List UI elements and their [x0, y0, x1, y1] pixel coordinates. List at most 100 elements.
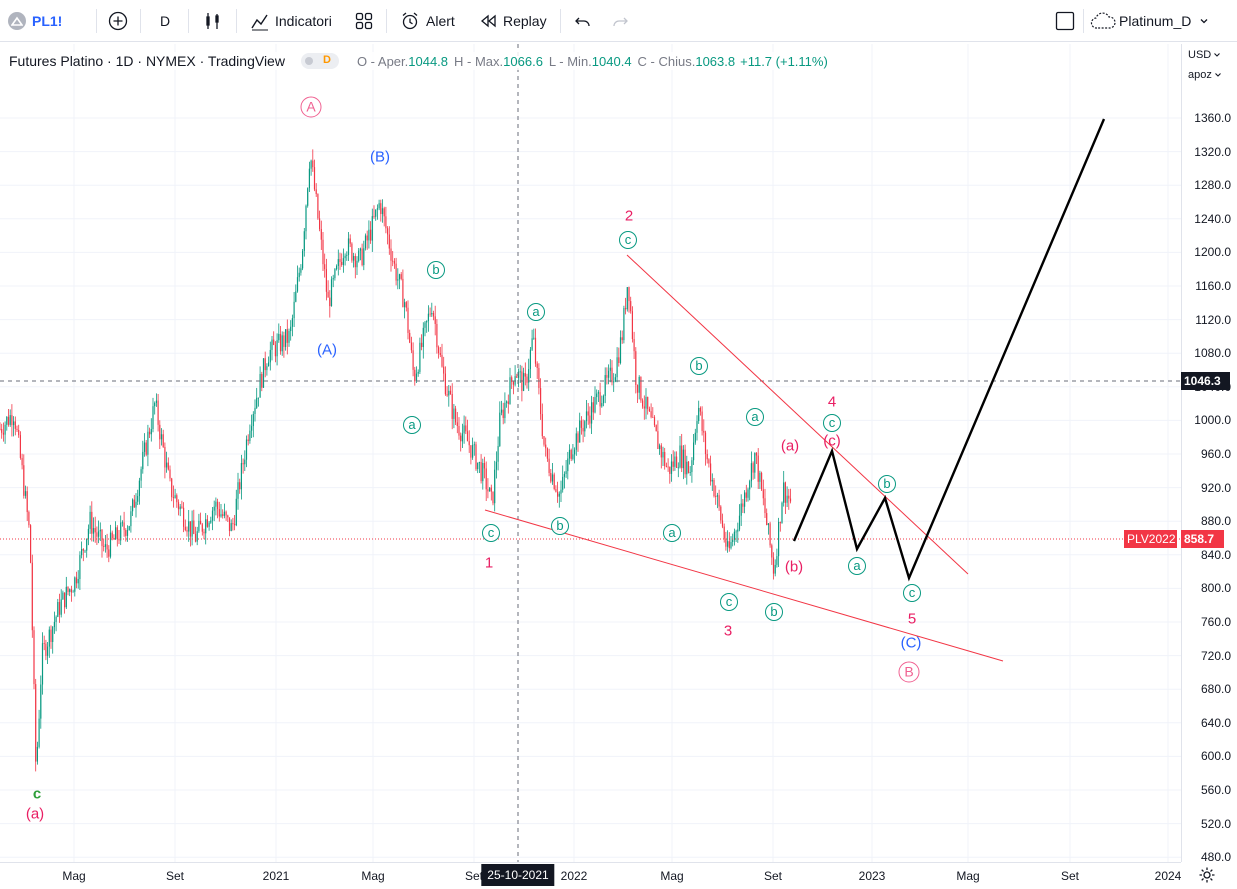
candle-body [81, 549, 83, 556]
candle-body [264, 358, 266, 371]
wave-label[interactable]: 1 [484, 554, 494, 572]
candle-body [103, 546, 105, 547]
candle-body [184, 526, 186, 531]
candle-body [492, 491, 494, 504]
candle-body [332, 278, 334, 280]
data-badge[interactable]: D [300, 53, 339, 69]
wave-label[interactable]: (a) [780, 437, 800, 455]
wave-label[interactable]: b [765, 603, 783, 621]
undo-button[interactable] [574, 0, 592, 42]
lower-trendline[interactable] [484, 509, 1004, 662]
alert-button[interactable]: Alert [400, 0, 455, 42]
candle-body [313, 167, 316, 190]
candle-body [754, 452, 756, 473]
wave-label[interactable]: B [898, 661, 920, 683]
wave-label[interactable]: a [527, 303, 545, 321]
candle-body [608, 370, 610, 378]
wave-label[interactable]: a [746, 408, 764, 426]
candle-body [708, 459, 710, 464]
wave-label[interactable]: b [878, 475, 896, 493]
candle-body [48, 629, 50, 647]
candle-body [302, 250, 304, 269]
candle-body [674, 456, 676, 467]
indicators-button[interactable]: Indicatori [250, 0, 332, 42]
candle-body [480, 462, 482, 482]
wave-label[interactable]: c [482, 524, 500, 542]
wave-label[interactable]: (C) [900, 634, 922, 652]
wave-label[interactable]: (b) [784, 558, 804, 576]
candle-body [776, 556, 778, 565]
alarm-clock-icon [402, 12, 418, 30]
chevron-down-icon [1200, 19, 1208, 24]
wave-projection-path[interactable] [792, 118, 1106, 582]
wave-label[interactable]: (A) [317, 341, 337, 359]
time-axis[interactable]: Mag Set 2021 Mag Set 2022 Mag Set 2023 Mag Set 2024… [0, 862, 1181, 888]
fullscreen-button[interactable] [1055, 0, 1075, 42]
wave-label[interactable]: 4 [827, 393, 837, 411]
time-tick-label: Mag [660, 869, 684, 883]
wave-label[interactable]: b [427, 261, 445, 279]
candle-body [499, 412, 501, 446]
wave-label[interactable]: c [32, 785, 42, 803]
chart-type-button[interactable] [203, 0, 223, 42]
wave-label[interactable]: 3 [723, 622, 733, 640]
candle-body [220, 514, 222, 517]
candle-body [461, 433, 463, 442]
candle-body [565, 471, 567, 474]
candle-body [149, 431, 151, 435]
candle-body [560, 489, 562, 494]
candle-body [562, 476, 564, 490]
candle-body [115, 527, 117, 540]
compare-symbol-button[interactable] [108, 0, 128, 42]
candle-body [16, 428, 18, 431]
replay-button[interactable]: Replay [479, 0, 547, 42]
candle-body [84, 550, 86, 552]
wave-label[interactable]: a [848, 557, 866, 575]
candle-body [57, 602, 59, 617]
candle-body [52, 627, 54, 642]
candle-body [336, 266, 338, 270]
candle-body [128, 526, 130, 531]
wave-label[interactable]: a [403, 416, 421, 434]
templates-button[interactable] [355, 0, 373, 42]
wave-label[interactable]: a [663, 524, 681, 542]
candle-body [172, 497, 174, 499]
wave-label[interactable]: c [823, 414, 841, 432]
candle-body [667, 466, 669, 468]
wave-label[interactable]: c [619, 231, 637, 249]
candle-body [662, 451, 664, 458]
candle-body [312, 160, 314, 168]
wave-label[interactable]: (c) [823, 432, 841, 450]
wave-label[interactable]: c [720, 593, 738, 611]
wave-label[interactable]: A [300, 96, 322, 118]
wave-label[interactable]: b [690, 357, 708, 375]
settings-button[interactable] [1198, 866, 1216, 889]
unit-selector[interactable]: apoz [1188, 69, 1222, 81]
layout-menu-button[interactable]: Platinum_D [1090, 0, 1209, 42]
wave-label[interactable]: (B) [370, 148, 390, 166]
symbol-search-button[interactable]: PL1! [8, 0, 62, 42]
wave-label[interactable]: (a) [25, 805, 45, 823]
candle-body [538, 367, 540, 389]
candle-body [126, 530, 129, 536]
interval-button[interactable]: D [160, 0, 170, 42]
redo-button[interactable] [611, 0, 629, 42]
candle-body [30, 525, 32, 563]
candle-body [283, 335, 285, 347]
wave-label[interactable]: 2 [624, 207, 634, 225]
upper-trendline[interactable] [626, 254, 969, 575]
candle-body [422, 327, 424, 348]
candle-body [757, 455, 759, 482]
candle-body [268, 362, 270, 367]
candle-body [200, 520, 202, 525]
wave-label[interactable]: c [903, 584, 921, 602]
chevron-down-icon [1214, 53, 1221, 57]
wave-label[interactable]: b [551, 517, 569, 535]
candle-body [676, 456, 678, 468]
price-chart[interactable] [0, 44, 1181, 862]
candle-body [77, 579, 79, 584]
currency-selector[interactable]: USD [1188, 49, 1221, 61]
candle-body [101, 529, 103, 547]
price-scale[interactable]: USD apoz 1360.0 1320.0 1280.0 1240.0 1200.0 1… [1181, 44, 1237, 864]
wave-label[interactable]: 5 [907, 610, 917, 628]
